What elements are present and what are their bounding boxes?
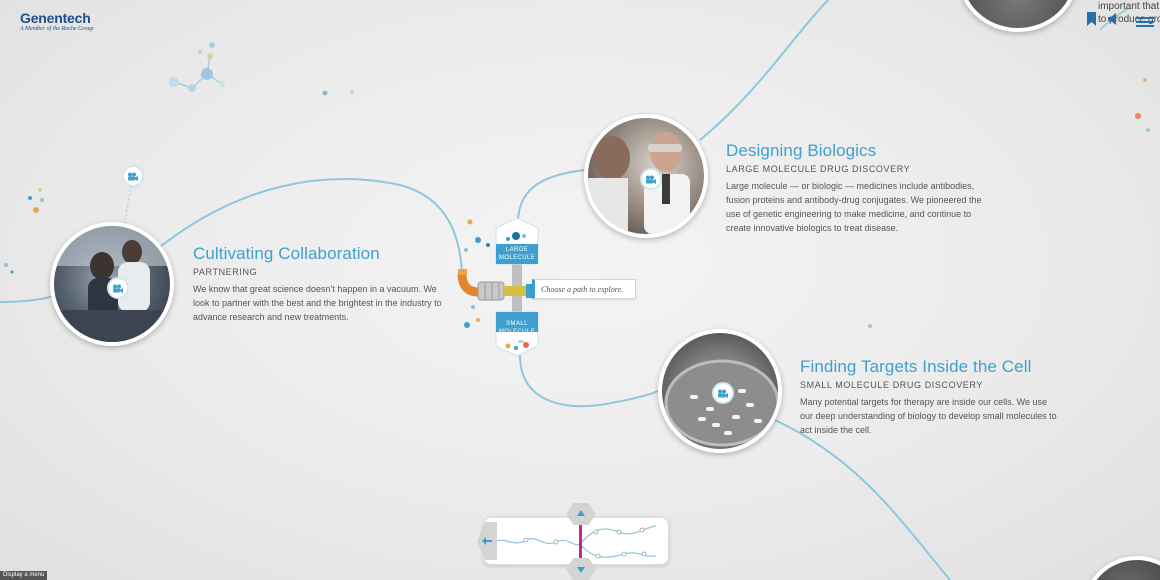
next-story-text-line2: to produce grou xyxy=(1098,14,1160,25)
path-junction-valve[interactable] xyxy=(456,214,556,359)
targets-title[interactable]: Finding Targets Inside the Cell xyxy=(800,357,1032,376)
targets-story-text: Finding Targets Inside the Cell SMALL MO… xyxy=(800,357,1058,437)
collaboration-body: We know that great science doesn’t happe… xyxy=(193,284,442,322)
minimap-up-button[interactable] xyxy=(566,503,596,525)
targets-subtitle: SMALL MOLECULE DRUG DISCOVERY xyxy=(800,380,983,390)
biologics-subtitle: LARGE MOLECULE DRUG DISCOVERY xyxy=(726,164,911,174)
small-molecule-label[interactable]: SMALL MOLECULE xyxy=(496,320,538,336)
arrow-up-icon xyxy=(577,510,585,516)
next-story-text-line1: important that w xyxy=(1098,1,1160,12)
brand-name: Genentech xyxy=(20,10,91,26)
choose-path-tooltip: Choose a path to explore. xyxy=(532,279,636,299)
collaboration-story-text: Cultivating Collaboration PARTNERING We … xyxy=(193,244,443,324)
biologics-body: Large molecule — or biologic — medicines… xyxy=(726,181,982,233)
speaker-icon[interactable] xyxy=(1108,12,1120,30)
targets-story-circle[interactable] xyxy=(658,329,782,453)
collaboration-video-badge[interactable] xyxy=(107,277,129,299)
brand-tagline: A Member of the Roche Group xyxy=(20,26,94,32)
minimap-back-button[interactable] xyxy=(477,522,497,560)
minimap-down-button[interactable] xyxy=(566,558,596,580)
large-molecule-label-line1: LARGE xyxy=(505,247,529,253)
display-menu-label[interactable]: Display a menu xyxy=(0,571,48,580)
hamburger-menu-icon[interactable] xyxy=(1136,14,1154,32)
arrow-down-icon xyxy=(577,567,585,573)
video-camera-icon xyxy=(646,175,656,184)
bookmark-icon[interactable] xyxy=(1087,12,1096,31)
biologics-video-badge[interactable] xyxy=(640,168,662,190)
partnering-video-badge[interactable] xyxy=(122,165,144,187)
arrow-left-icon xyxy=(482,537,492,545)
biologics-title[interactable]: Designing Biologics xyxy=(726,141,877,160)
collaboration-subtitle: PARTNERING xyxy=(193,267,258,277)
biologics-story-text: Designing Biologics LARGE MOLECULE DRUG … xyxy=(726,141,984,235)
biologics-story-circle[interactable] xyxy=(584,114,708,238)
genentech-logo[interactable]: Genentech A Member of the Roche Group xyxy=(20,10,93,32)
large-molecule-label-line2: MOLECULE xyxy=(498,255,536,261)
small-molecule-label-line2: MOLECULE xyxy=(498,329,536,335)
targets-video-badge[interactable] xyxy=(712,382,734,404)
large-molecule-label[interactable]: LARGE MOLECULE xyxy=(496,246,538,262)
targets-body: Many potential targets for therapy are i… xyxy=(800,397,1057,435)
small-molecule-label-line1: SMALL xyxy=(506,321,528,327)
video-camera-icon xyxy=(718,389,728,398)
video-camera-icon xyxy=(128,172,138,181)
next-story-text: important that w to produce grou xyxy=(1098,0,1160,26)
video-camera-icon xyxy=(113,284,123,293)
collaboration-story-circle[interactable] xyxy=(50,222,174,346)
minimap-position-marker[interactable] xyxy=(579,522,582,562)
collaboration-title[interactable]: Cultivating Collaboration xyxy=(193,244,380,263)
